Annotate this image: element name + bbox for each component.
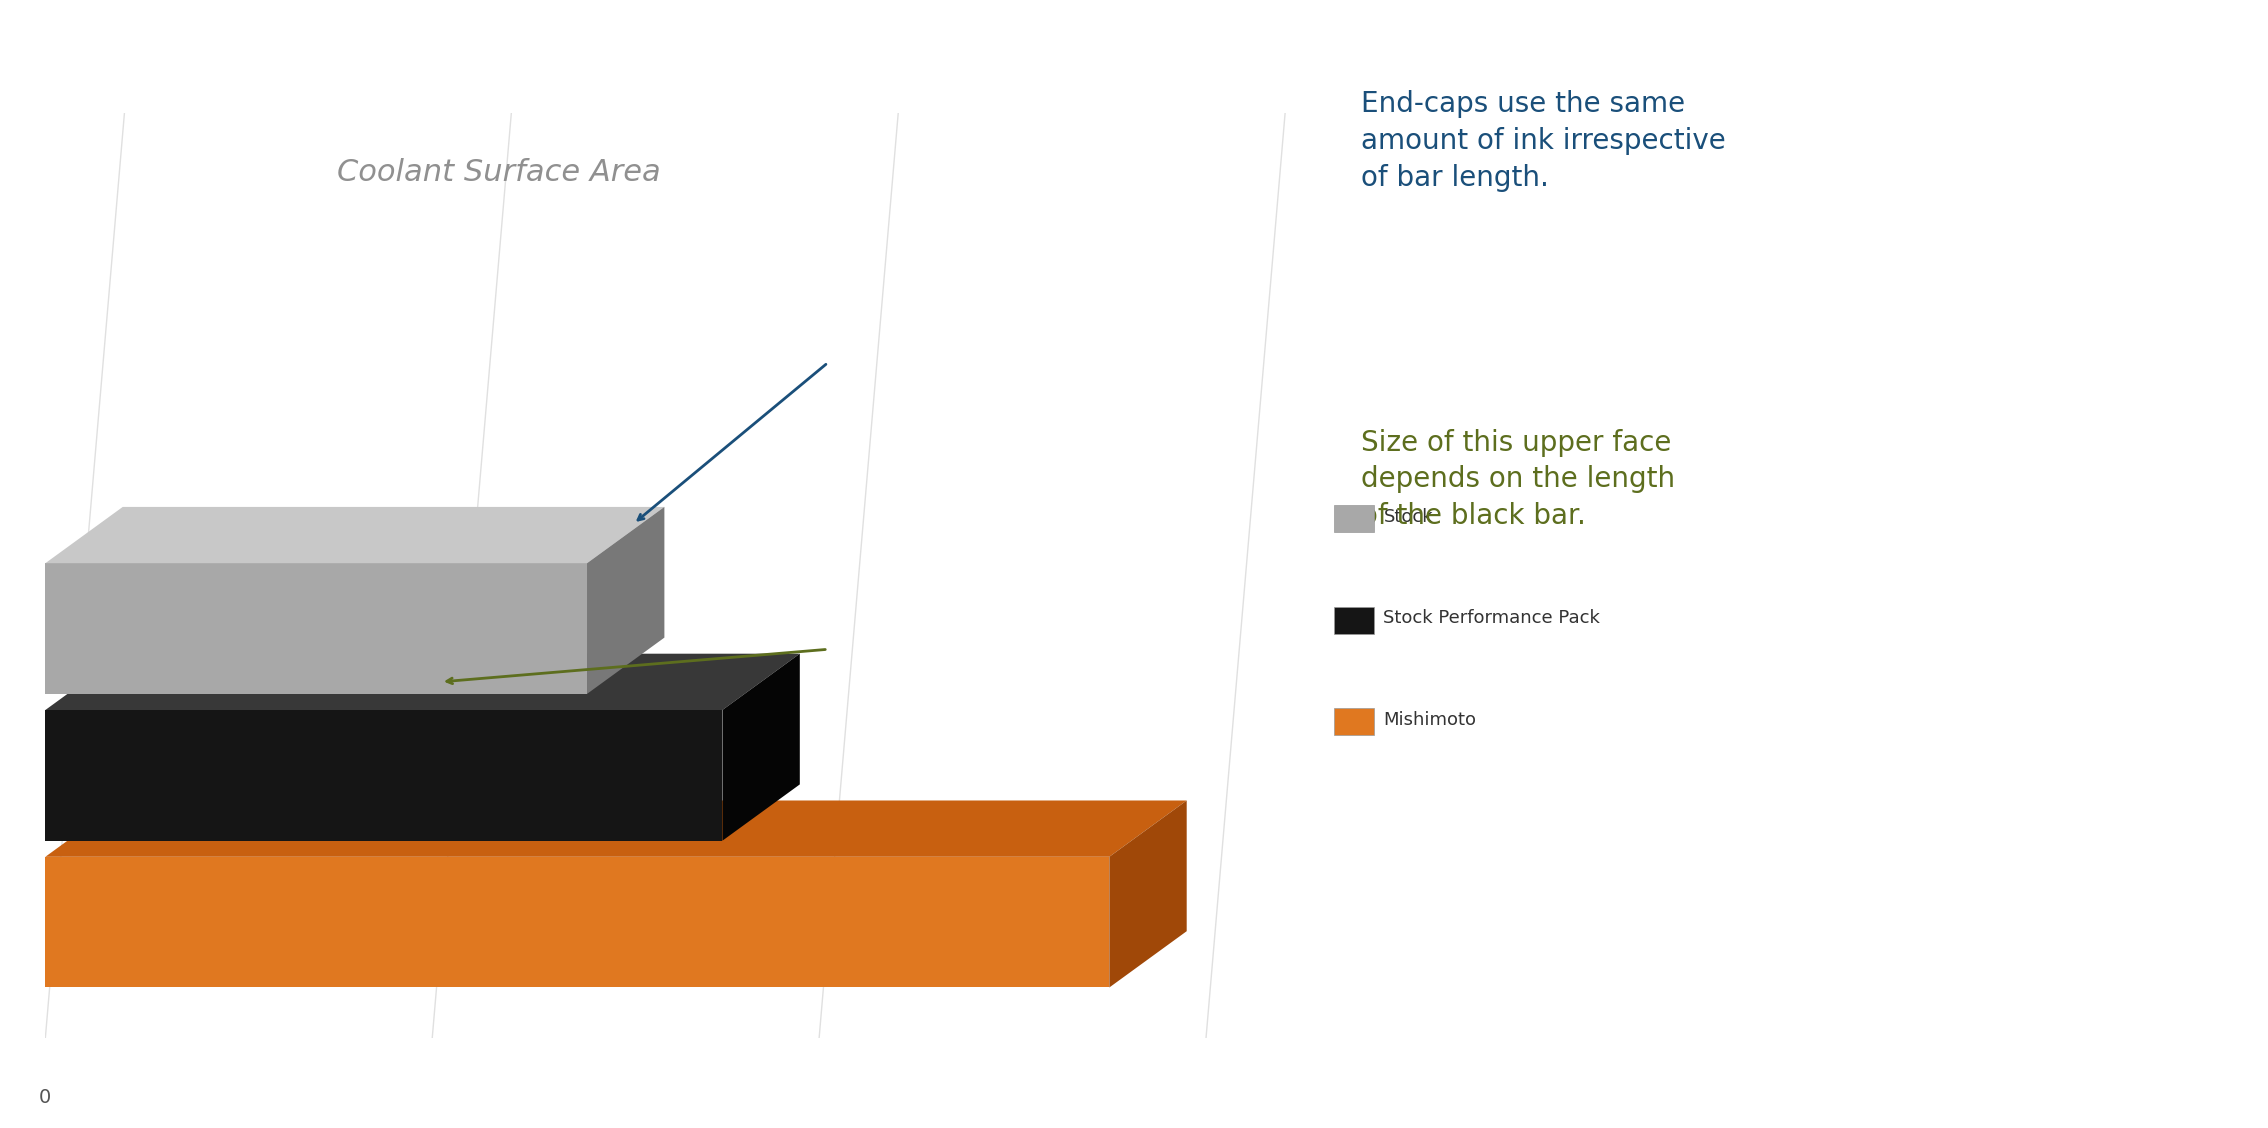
- Text: Stock Performance Pack: Stock Performance Pack: [1383, 609, 1601, 627]
- Polygon shape: [45, 710, 723, 840]
- Text: 0: 0: [39, 1089, 52, 1107]
- Text: Size of this upper face
depends on the length
of the black bar.: Size of this upper face depends on the l…: [1361, 429, 1676, 530]
- Polygon shape: [45, 654, 801, 710]
- Polygon shape: [45, 506, 665, 563]
- Text: Stock: Stock: [1383, 508, 1433, 526]
- Polygon shape: [45, 563, 587, 694]
- Polygon shape: [587, 506, 665, 694]
- Polygon shape: [723, 654, 801, 840]
- Text: End-caps use the same
amount of ink irrespective
of bar length.: End-caps use the same amount of ink irre…: [1361, 90, 1726, 192]
- Polygon shape: [1109, 801, 1186, 987]
- Polygon shape: [45, 801, 1186, 857]
- Text: Coolant Surface Area: Coolant Surface Area: [338, 158, 660, 187]
- Text: Mishimoto: Mishimoto: [1383, 711, 1476, 729]
- Polygon shape: [45, 857, 1109, 987]
